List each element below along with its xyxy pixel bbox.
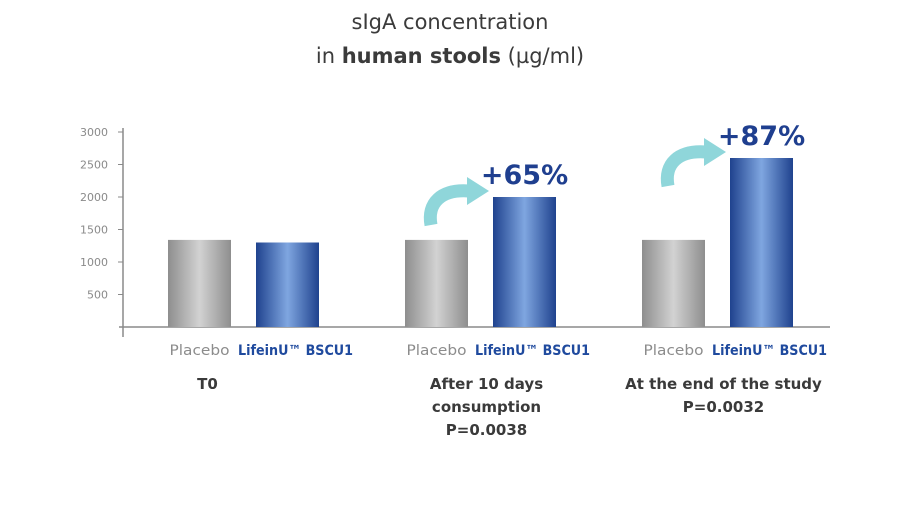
title-suffix: (µg/ml) [501,44,585,68]
y-tick-label: 3000 [80,126,108,139]
group-label: After 10 days [430,375,543,393]
bar-placebo [405,239,468,327]
group-label: P=0.0032 [683,398,764,416]
group-label: T0 [197,375,218,393]
growth-arrow-icon [660,145,707,188]
series-label-placebo: Placebo [170,343,230,359]
chart-title-line1: sIgA concentration [351,10,549,34]
bar-product [493,197,556,327]
growth-arrow-icon [423,184,470,227]
series-label-product: LifeinU™ BSCU1 [712,343,827,359]
bar-placebo [642,239,705,327]
growth-arrow-head-icon [467,177,489,205]
group-label: P=0.0038 [446,421,527,439]
y-tick-label: 500 [87,289,108,302]
y-tick-label: 2500 [80,159,108,172]
group-label: At the end of the study [625,375,822,393]
growth-arrow-head-icon [704,138,726,166]
bar-product [256,242,319,327]
bar-placebo [168,239,231,327]
y-tick-label: 2000 [80,191,108,204]
series-label-product: LifeinU™ BSCU1 [238,343,353,359]
percent-increase-label: +65% [481,160,568,191]
percent-increase-label: +87% [718,121,805,152]
y-tick-label: 1000 [80,256,108,269]
bar-product [730,158,793,327]
series-label-placebo: Placebo [407,343,467,359]
series-label-product: LifeinU™ BSCU1 [475,343,590,359]
chart-title-line2: in human stools (µg/ml) [0,44,900,68]
series-label-placebo: Placebo [644,343,704,359]
title-bold: human stools [341,44,501,68]
y-tick-label: 1500 [80,224,108,237]
title-prefix: in [315,44,342,68]
group-label: consumption [432,398,541,416]
